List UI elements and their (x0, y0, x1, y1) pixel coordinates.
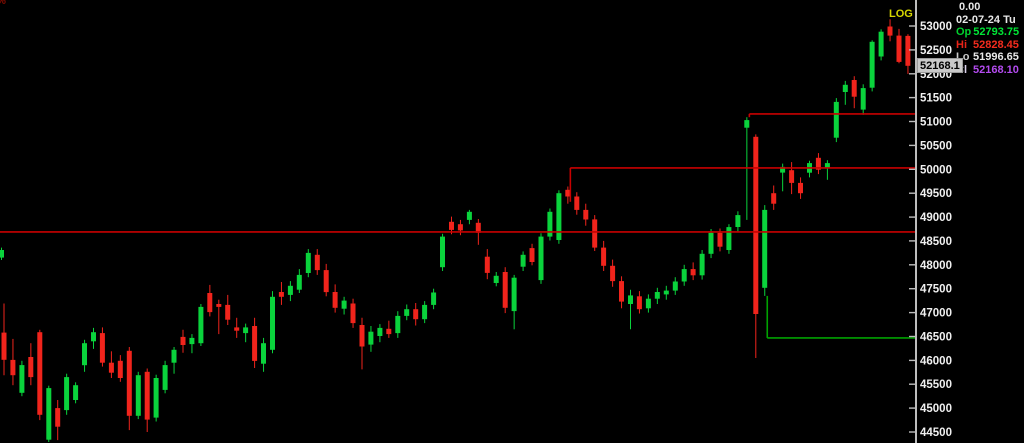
candlestick-series (0, 19, 911, 442)
axis-tick-label: 50500 (920, 140, 952, 152)
axis-tick-label: 46500 (920, 332, 952, 344)
axis-tick-label: 47500 (920, 284, 952, 296)
axis-tick-label: 48000 (920, 260, 952, 272)
axis-tick-label: 53000 (920, 21, 952, 33)
price-axis[interactable]: 5300052500520005150051000505005000049500… (909, 0, 952, 443)
current-price-marker: 52168.1 (917, 58, 963, 73)
axis-tick-label: 49000 (920, 212, 952, 224)
open-value: 52793.75 (973, 26, 1020, 39)
candle-date: 02-07-24 Tu (956, 13, 1016, 26)
axis-tick-label: 46000 (920, 355, 952, 367)
axis-tick-label: 49500 (920, 188, 952, 200)
axis-tick-label: 48500 (920, 236, 952, 248)
axis-tick-label: 51000 (920, 117, 952, 129)
axis-tick-label: 44500 (920, 427, 952, 439)
close-row: Cl52168.10 (956, 64, 1019, 77)
axis-tick-label: 45500 (920, 379, 952, 391)
low-value: 51996.65 (973, 51, 1019, 64)
log-scale-badge: LOG (889, 8, 913, 20)
corner-artifact-glyph: % (0, 0, 6, 7)
high-value: 52828.45 (973, 38, 1019, 51)
close-value: 52168.10 (973, 63, 1019, 76)
high-row: Hi 52828.45 (956, 39, 1019, 52)
axis-tick-label: 47000 (920, 308, 952, 320)
axis-tick-label: 50000 (920, 164, 952, 176)
open-row: Op 52793.75 (956, 26, 1019, 39)
change-value: 0.00 (959, 1, 981, 13)
axis-tick-label: 45000 (920, 403, 952, 415)
drawn-level-lines[interactable] (0, 113, 916, 339)
axis-tick-label: 51500 (920, 93, 952, 105)
open-label: Op (956, 26, 972, 39)
high-label: Hi (956, 38, 967, 51)
axis-tick-label: 52500 (920, 45, 952, 57)
low-row: Lo51996.65 (956, 51, 1019, 64)
